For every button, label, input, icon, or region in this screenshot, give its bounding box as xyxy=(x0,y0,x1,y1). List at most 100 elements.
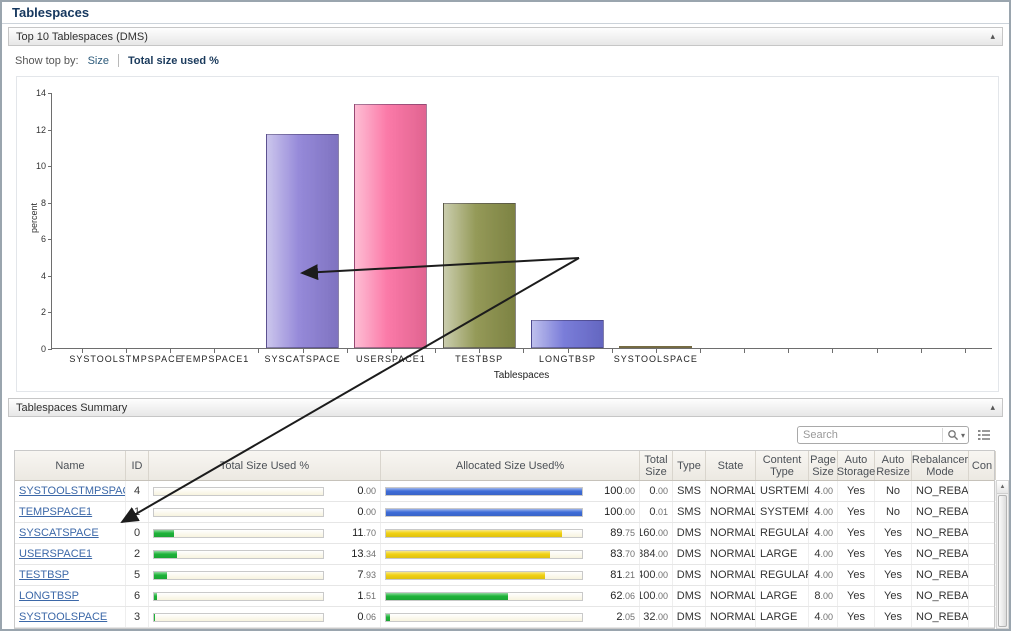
bar-fill xyxy=(386,529,562,537)
search-dropdown-icon[interactable]: ▾ xyxy=(960,430,965,440)
cell-auto_resize: No xyxy=(875,502,912,522)
cell-auto_resize: Yes xyxy=(875,544,912,564)
table-customizer-icon[interactable] xyxy=(977,428,991,442)
cell-auto_storage: Yes xyxy=(838,586,875,606)
search-icon[interactable] xyxy=(941,428,959,442)
cell-content_type: SYSTEMP xyxy=(756,502,809,522)
cell-con xyxy=(969,502,996,522)
y-tick xyxy=(48,129,52,131)
cell-name: TESTBSP xyxy=(15,565,126,585)
chart-bar-longtbsp[interactable] xyxy=(531,320,604,348)
bar-value: 100.00 xyxy=(604,485,635,497)
bar-fill xyxy=(386,592,508,600)
cell-type: DMS xyxy=(673,544,706,564)
cell-type: DMS xyxy=(673,586,706,606)
column-header-id[interactable]: ID xyxy=(126,451,149,480)
tablespace-link[interactable]: SYSTOOLSPACE xyxy=(19,611,108,623)
column-header-auto_storage[interactable]: Auto Storage xyxy=(837,451,875,480)
tablespace-link[interactable]: TEMPSPACE1 xyxy=(19,506,93,518)
column-header-con[interactable]: Con xyxy=(969,451,996,480)
table-row[interactable]: USERSPACE1 2 13.34 83.70 384.00 DMSNORMALLARG… xyxy=(15,544,996,565)
table-row[interactable]: SYSTOOLSPACE 3 0.06 2.05 32.00 DMS NORMAL LARGE… xyxy=(15,607,996,628)
x-tick xyxy=(435,349,437,353)
bar-track xyxy=(153,591,324,601)
cell-value: 100.00 xyxy=(640,590,668,602)
summary-panel-header: Tablespaces Summary ▴ xyxy=(8,398,1003,417)
bar-fill xyxy=(386,571,546,579)
tablespace-link[interactable]: LONGTBSP xyxy=(19,590,79,602)
chart-bar-syscatspace[interactable] xyxy=(266,134,340,348)
cell-con xyxy=(969,607,996,627)
x-tick xyxy=(346,349,348,353)
cell-id: 1 xyxy=(126,502,149,522)
show-top-by-size-option[interactable]: Size xyxy=(87,54,109,67)
search-input[interactable] xyxy=(798,428,942,442)
x-tick xyxy=(81,349,83,353)
cell-total_size: 0.01 xyxy=(640,502,673,522)
column-header-type[interactable]: Type xyxy=(673,451,706,480)
collapse-summary-panel-icon[interactable]: ▴ xyxy=(990,402,995,412)
chart-bar-systoolspace[interactable] xyxy=(619,346,693,348)
cell-id: 2 xyxy=(126,544,149,564)
chart-bar-userspace1[interactable] xyxy=(354,104,428,348)
cell-value: 4.00 xyxy=(814,548,833,560)
cell-value: 4.00 xyxy=(814,611,833,623)
bar-track xyxy=(385,549,583,559)
cell-total_used: 1.51 xyxy=(149,586,381,606)
chart-panel-header: Top 10 Tablespaces (DMS) ▴ xyxy=(8,27,1003,46)
tablespace-link[interactable]: USERSPACE1 xyxy=(19,548,93,560)
bar-fill xyxy=(386,613,391,621)
x-tick xyxy=(567,349,569,353)
table-row[interactable]: SYSTOOLSTMPSPACE 4 0.00 100.00 0.00 SMS NORMAL… xyxy=(15,481,996,502)
table-row[interactable]: TEMPSPACE1 1 0.00 100.00 0.01 SMS NORMAL SYSTEM… xyxy=(15,502,996,523)
column-header-rebalancer[interactable]: Rebalancer Mode xyxy=(912,451,969,480)
bar-track xyxy=(153,570,324,580)
y-tick xyxy=(48,166,52,168)
y-tick-label: 0 xyxy=(40,344,46,354)
cell-content_type: LARGE xyxy=(756,586,809,606)
cell-allocated: 89.75 xyxy=(381,523,640,543)
table-body: SYSTOOLSTMPSPACE 4 0.00 100.00 0.00 SMS NORMAL… xyxy=(15,481,996,628)
cell-value: 32.00 xyxy=(643,611,668,623)
bar-value: 11.70 xyxy=(352,527,376,539)
show-top-by: Show top by: Size Total size used % xyxy=(15,54,219,67)
column-header-content_type[interactable]: Content Type xyxy=(756,451,809,480)
cell-name: LONGTBSP xyxy=(15,586,126,606)
cell-type: DMS xyxy=(673,607,706,627)
table-scrollbar[interactable]: ▲ xyxy=(996,480,1009,629)
cell-con xyxy=(969,481,996,501)
column-header-state[interactable]: State xyxy=(706,451,756,480)
bar-track xyxy=(153,486,324,496)
cell-state: NORMAL xyxy=(706,586,756,606)
bar-value: 89.75 xyxy=(610,527,635,539)
tablespace-link[interactable]: TESTBSP xyxy=(19,569,70,581)
cell-allocated: 100.00 xyxy=(381,481,640,501)
x-tick xyxy=(258,349,260,353)
x-tick xyxy=(788,349,790,353)
cell-content_type: REGULAR xyxy=(756,523,809,543)
column-header-total_used[interactable]: Total Size Used % xyxy=(149,451,381,480)
column-header-auto_resize[interactable]: Auto Resize xyxy=(875,451,912,480)
cell-total_used: 0.06 xyxy=(149,607,381,627)
cell-auto_storage: Yes xyxy=(838,523,875,543)
tablespace-link[interactable]: SYSCATSPACE xyxy=(19,527,99,539)
scrollbar-thumb[interactable] xyxy=(998,495,1007,627)
chart-bar-testbsp[interactable] xyxy=(442,203,516,348)
chart-plot-area: SYSTOOLSTMPSPACE TEMPSPACE1 SYSCATSPACE USE… xyxy=(36,88,992,364)
bar-track xyxy=(153,528,324,538)
cell-value: 4.00 xyxy=(814,527,833,539)
show-top-by-total-used-option[interactable]: Total size used % xyxy=(128,54,219,67)
tablespace-link[interactable]: SYSTOOLSTMPSPACE xyxy=(19,485,126,497)
column-header-allocated[interactable]: Allocated Size Used% xyxy=(381,451,640,480)
column-header-total_size[interactable]: Total Size xyxy=(640,451,673,480)
collapse-chart-panel-icon[interactable]: ▴ xyxy=(990,31,995,41)
cell-page_size: 4.00 xyxy=(809,502,838,522)
column-header-page_size[interactable]: Page Size xyxy=(809,451,838,480)
scrollbar-up-icon[interactable]: ▲ xyxy=(997,481,1008,494)
column-header-name[interactable]: Name xyxy=(15,451,126,480)
table-row[interactable]: SYSCATSPACE 0 11.70 89.75 160.00 DMSNORMALREG… xyxy=(15,523,996,544)
cell-value: 0.00 xyxy=(649,485,668,497)
